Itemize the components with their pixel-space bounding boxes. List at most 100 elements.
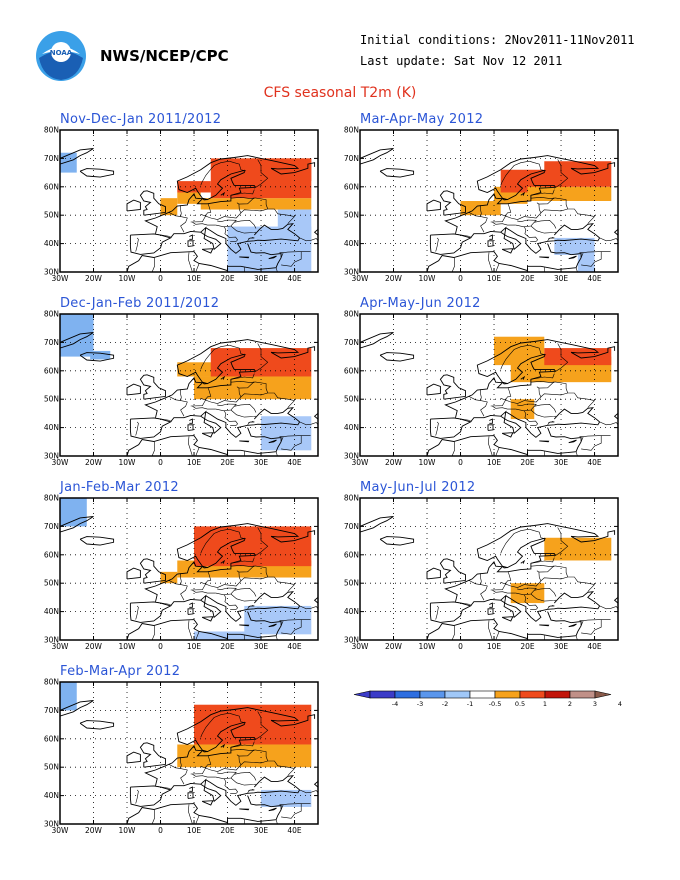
lon-tick-label: 20E (220, 642, 235, 651)
colorbar-segment (419, 690, 446, 699)
panel-label: Nov-Dec-Jan 2011/2012 (60, 112, 222, 127)
lat-tick-label: 40N (344, 607, 359, 616)
panel-5: May-Jun-Jul 2012 30W 20W 10W 0 10E 20E 30E 40E 3… (330, 480, 620, 662)
map-frame (359, 129, 619, 273)
lat-tick-label: 60N (44, 550, 59, 559)
lon-tick-label: 30E (254, 274, 269, 283)
map: 30W 20W 10W 0 10E 20E 30E 40E 30N 40N 50N 60N 70N 80N (344, 494, 619, 651)
anomaly-cell (160, 571, 178, 584)
anomaly-cell (244, 605, 312, 635)
colorbar-segment (469, 690, 496, 699)
colorbar-label: 4 (618, 700, 622, 708)
colorbar-segment (369, 690, 396, 699)
lat-tick-label: 30N (44, 636, 59, 645)
map: 30W 20W 10W 0 10E 20E 30E 40E 30N 40N 50N 60N 70N 80N (44, 126, 319, 283)
anomaly-cell (577, 254, 595, 272)
lon-tick-label: 20E (520, 458, 535, 467)
lon-tick-label: 30W (352, 458, 370, 467)
lat-tick-label: 70N (44, 706, 59, 715)
map-frame (59, 313, 319, 457)
plot-title: CFS seasonal T2m (K) (263, 85, 417, 101)
lon-tick-label: 10W (119, 274, 137, 283)
lon-tick-label: 30W (352, 642, 370, 651)
lon-tick-label: 40E (287, 826, 302, 835)
lon-tick-label: 0 (158, 826, 163, 835)
lat-tick-label: 30N (44, 268, 59, 277)
coastlines (360, 516, 618, 640)
lon-tick-label: 10W (419, 642, 437, 651)
lon-tick-label: 40E (587, 642, 602, 651)
lon-tick-label: 30W (52, 274, 70, 283)
coastlines (360, 148, 618, 272)
lat-tick-label: 50N (344, 579, 359, 588)
lat-tick-label: 40N (344, 239, 359, 248)
lon-tick-label: 30W (352, 274, 370, 283)
colorbar-label: 0.5 (515, 700, 525, 708)
lat-tick-label: 80N (344, 310, 359, 319)
colorbar-segment (494, 690, 521, 699)
map-frame (59, 497, 319, 641)
lon-tick-label: 20E (520, 642, 535, 651)
lat-tick-label: 50N (344, 395, 359, 404)
lon-tick-label: 40E (287, 642, 302, 651)
lon-tick-label: 20W (85, 274, 103, 283)
lon-tick-label: 0 (158, 458, 163, 467)
lon-tick-label: 10E (487, 274, 502, 283)
lat-tick-label: 50N (44, 579, 59, 588)
colorbar-segment (519, 690, 546, 699)
colorbar-arrow-high (594, 690, 612, 699)
map: 30W 20W 10W 0 10E 20E 30E 40E 30N 40N 50N 60N 70N 80N (44, 494, 319, 651)
lon-tick-label: 10E (187, 642, 202, 651)
map: 30W 20W 10W 0 10E 20E 30E 40E 30N 40N 50N 60N 70N 80N (344, 126, 619, 283)
lat-tick-label: 40N (44, 791, 59, 800)
lat-tick-label: 60N (44, 182, 59, 191)
lat-tick-label: 80N (44, 126, 59, 135)
lat-tick-label: 60N (44, 366, 59, 375)
lon-tick-label: 30W (52, 826, 70, 835)
anomaly-cell (177, 192, 201, 204)
lon-tick-label: 40E (587, 458, 602, 467)
lon-tick-label: 20W (85, 642, 103, 651)
lon-tick-label: 20E (220, 458, 235, 467)
colorbar-label: -0.5 (489, 700, 502, 708)
lat-tick-label: 80N (344, 126, 359, 135)
anomaly-cell (200, 198, 312, 210)
anomaly-cell (194, 376, 312, 400)
panel-label: Mar-Apr-May 2012 (360, 112, 484, 127)
anomaly-cell (261, 416, 312, 451)
colorbar-segment (544, 690, 571, 699)
lon-tick-label: 20W (385, 458, 403, 467)
lat-tick-label: 50N (44, 395, 59, 404)
initial-conditions: Initial conditions: 2Nov2011-11Nov2011 (360, 33, 635, 47)
lon-tick-label: 10W (119, 642, 137, 651)
map: 30W 20W 10W 0 10E 20E 30E 40E 30N 40N 50N 60N 70N 80N (44, 310, 319, 467)
lat-tick-label: 80N (44, 678, 59, 687)
lon-tick-label: 0 (458, 274, 463, 283)
anomaly-cell (261, 789, 312, 807)
map: 30W 20W 10W 0 10E 20E 30E 40E 30N 40N 50N 60N 70N 80N (344, 310, 619, 467)
lat-tick-label: 80N (44, 310, 59, 319)
last-update: Last update: Sat Nov 12 2011 (360, 54, 563, 68)
anomaly-cell (177, 181, 211, 193)
lon-tick-label: 30E (554, 458, 569, 467)
colorbar-label: 3 (593, 700, 597, 708)
lon-tick-label: 10W (119, 826, 137, 835)
lon-tick-label: 10E (187, 826, 202, 835)
lat-tick-label: 30N (344, 452, 359, 461)
lat-tick-label: 70N (344, 338, 359, 347)
lat-tick-label: 60N (344, 182, 359, 191)
colorbar-segment (394, 690, 421, 699)
lon-tick-label: 20W (385, 274, 403, 283)
anomaly-cell (90, 350, 111, 360)
lon-tick-label: 10W (419, 458, 437, 467)
panel-2: Dec-Jan-Feb 2011/2012 30W 20W 10W 0 10E 20E 30… (30, 296, 320, 478)
lon-tick-label: 40E (587, 274, 602, 283)
colorbar-segment (569, 690, 596, 699)
colorbar-label: -1 (467, 700, 473, 708)
panel-label: May-Jun-Jul 2012 (360, 480, 476, 495)
panel-label: Feb-Mar-Apr 2012 (60, 664, 181, 679)
anomaly-cell (60, 152, 77, 173)
lon-tick-label: 20W (385, 642, 403, 651)
lat-tick-label: 60N (344, 366, 359, 375)
anomaly-cell (527, 186, 612, 201)
